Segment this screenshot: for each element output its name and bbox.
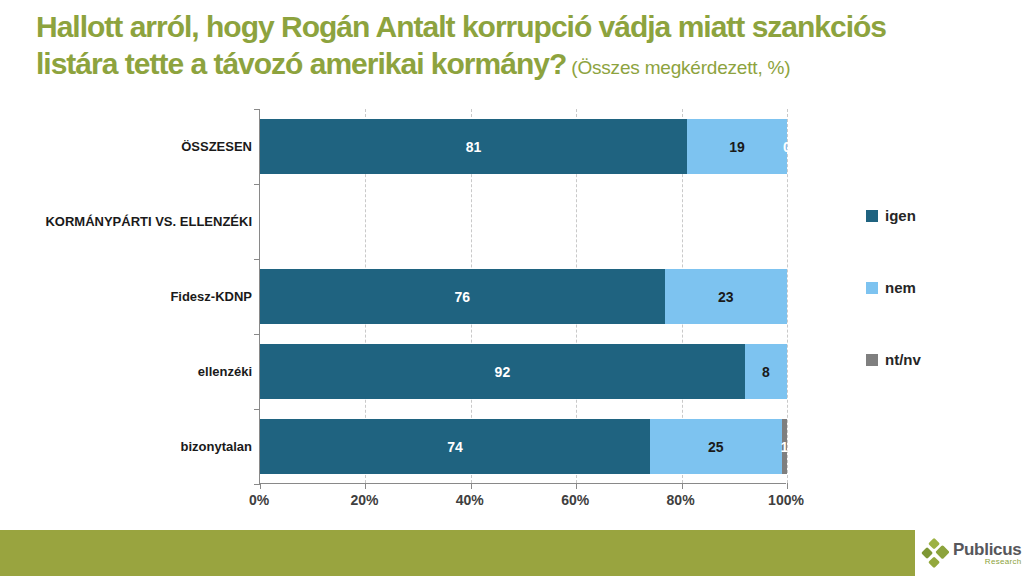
legend-swatch-nem [866, 282, 878, 294]
legend-label: igen [885, 207, 916, 224]
legend-item: igen [866, 207, 916, 224]
bar-value-label: 8 [762, 344, 770, 399]
x-axis-tick-label: 100% [768, 492, 804, 508]
category-label: ellenzéki [20, 334, 252, 409]
bar-value-label: 81 [466, 119, 482, 174]
footer-band [0, 530, 1024, 576]
x-axis-tick-label: 0% [249, 492, 269, 508]
bar-value-label: 76 [454, 269, 470, 324]
title-suffix: (Összes megkérdezett, %) [566, 57, 790, 78]
bar-row: 76 23 [260, 269, 786, 324]
x-axis-tick-label: 60% [561, 492, 589, 508]
bar-row: 92 8 [260, 344, 786, 399]
y-axis-tick [254, 184, 260, 185]
legend-item: nt/nv [866, 351, 921, 368]
legend-item: nem [866, 279, 916, 296]
category-label: bizonytalan [20, 409, 252, 484]
plot-area: 81190762392874251 [259, 109, 786, 484]
publicus-logo: Publicus Research [915, 529, 1024, 576]
y-axis-tick [254, 334, 260, 335]
y-axis-tick [254, 259, 260, 260]
bar-value-label: 1 [780, 419, 788, 474]
y-axis-tick [254, 409, 260, 410]
legend-swatch-igen [866, 210, 878, 222]
slide-title: Hallott arról, hogy Rogán Antalt korrupc… [36, 8, 966, 86]
x-axis-tick [260, 483, 261, 489]
x-axis-labels: 0%20%40%60%80%100% [259, 492, 786, 512]
bar-value-label: 23 [718, 269, 734, 324]
category-label: Fidesz-KDNP [20, 259, 252, 334]
category-labels: ÖSSZESENKORMÁNYPÁRTI VS. ELLENZÉKIFidesz… [20, 109, 252, 484]
bar-value-label: 92 [495, 344, 511, 399]
x-axis-tick-label: 80% [667, 492, 695, 508]
x-axis-tick [365, 483, 366, 489]
x-axis-tick [576, 483, 577, 489]
legend-label: nt/nv [885, 351, 921, 368]
bar-value-label: 19 [729, 119, 745, 174]
x-axis-tick [787, 483, 788, 489]
bar-row: 81190 [260, 119, 786, 174]
bar-value-label: 25 [708, 419, 724, 474]
bar-value-label: 0 [783, 119, 791, 174]
x-axis-tick [682, 483, 683, 489]
category-label: ÖSSZESEN [20, 109, 252, 184]
legend-swatch-nt-nv [866, 354, 878, 366]
legend-label: nem [885, 279, 916, 296]
bar-row: 74 25 1 [260, 419, 786, 474]
brand-block: Publicus Research [953, 540, 1021, 566]
bar-value-label: 74 [447, 419, 463, 474]
logo-diamonds-icon [921, 537, 949, 569]
category-label: KORMÁNYPÁRTI VS. ELLENZÉKI [20, 184, 252, 259]
y-axis-tick [254, 109, 260, 110]
x-axis-tick-label: 20% [350, 492, 378, 508]
y-axis-tick [254, 484, 260, 485]
x-axis-tick [471, 483, 472, 489]
x-axis-tick-label: 40% [456, 492, 484, 508]
